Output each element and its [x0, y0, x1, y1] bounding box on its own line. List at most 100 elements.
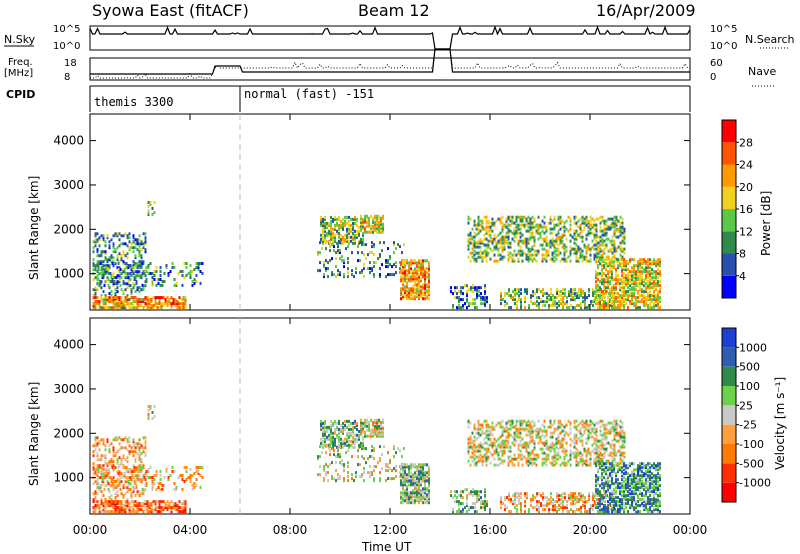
- velocity-cell-494: [168, 504, 171, 508]
- power-cell-2909: [657, 304, 659, 308]
- power-cell-1583: [503, 241, 506, 245]
- power-cell-2475: [599, 262, 601, 266]
- power-cell-954: [323, 263, 325, 267]
- velocity-cell-1706: [527, 451, 530, 455]
- velocity-cell-457: [148, 504, 151, 508]
- power-cell-2285: [548, 298, 550, 302]
- velocity-cell-1135: [404, 475, 406, 479]
- power-cell-2473: [599, 280, 601, 284]
- power-cell-1637: [513, 227, 516, 231]
- power-cell-924: [378, 222, 380, 226]
- power-cell-372: [104, 296, 107, 300]
- power-cell-2376: [584, 298, 586, 302]
- power-cell-1376: [476, 290, 478, 294]
- velocity-cell-458: [148, 502, 151, 506]
- velocity-cell-1170: [408, 467, 410, 471]
- power-cell-1685: [523, 237, 526, 241]
- power-cell-1540: [493, 221, 496, 225]
- power-cell-1651: [517, 249, 520, 253]
- velocity-cell-1164: [408, 481, 410, 485]
- power-cell-103: [106, 264, 109, 268]
- power-cell-785: [342, 227, 344, 231]
- power-cell-375: [106, 298, 109, 302]
- power-cell-1010: [355, 267, 357, 271]
- power-cell-377: [108, 306, 111, 310]
- velocity-cell-1863: [557, 421, 560, 425]
- power-cell-2552: [609, 258, 611, 262]
- power-cell-2028: [593, 223, 596, 227]
- velocity-cell-1870: [559, 439, 562, 443]
- velocity-cell-126: [110, 464, 113, 468]
- power-cell-1589: [505, 241, 508, 245]
- power-cell-2253: [532, 294, 534, 298]
- power-cell-2870: [651, 272, 653, 276]
- velocity-cell-1554: [497, 437, 500, 441]
- power-cell-2936: [659, 272, 661, 276]
- power-cell-991: [341, 259, 343, 263]
- power-cell-1128: [404, 289, 406, 293]
- power-cell-369: [102, 298, 105, 302]
- velocity-cell-1229: [418, 501, 420, 505]
- power-cell-2762: [637, 268, 639, 272]
- power-colorbar-swatch-2: [722, 231, 736, 254]
- velocity-cell-303: [138, 464, 141, 468]
- velocity-cell-432: [136, 510, 139, 514]
- power-cell-1252: [420, 285, 422, 289]
- velocity-cell-1368: [474, 506, 476, 510]
- power-cell-1038: [371, 245, 373, 249]
- velocity-cell-967: [329, 445, 331, 449]
- power-cell-2364: [580, 294, 582, 298]
- velocity-cell-883: [366, 428, 368, 432]
- velocity-cell-102: [106, 474, 109, 478]
- velocity-cell-524: [184, 506, 187, 510]
- power-cell-2683: [627, 278, 629, 282]
- velocity-cell-1948: [577, 449, 580, 453]
- power-cell-1490: [485, 259, 488, 263]
- power-cell-351: [94, 306, 97, 310]
- velocity-cell-847: [358, 435, 360, 439]
- power-cell-2212: [512, 298, 514, 302]
- power-cell-849: [358, 225, 360, 229]
- power-cell-2043: [595, 217, 598, 221]
- power-cell-2068: [601, 243, 604, 247]
- velocity-cell-885: [366, 420, 368, 424]
- power-cell-370: [104, 302, 107, 306]
- power-cell-1607: [507, 227, 510, 231]
- power-cell-516: [180, 298, 183, 302]
- power-cell-1835: [553, 249, 556, 253]
- velocity-cell-1631: [513, 453, 516, 457]
- power-cell-696: [322, 237, 324, 241]
- power-cell-2197: [500, 292, 502, 296]
- velocity-cell-1279: [424, 497, 426, 501]
- velocity-cell-1590: [505, 443, 508, 447]
- velocity-cell-901: [372, 424, 374, 428]
- velocity-cell-159: [116, 490, 119, 494]
- velocity-cell-1395: [484, 496, 486, 500]
- power-cell-1311: [428, 277, 430, 281]
- power-cell-809: [348, 229, 350, 233]
- power-cell-1042: [373, 265, 375, 269]
- velocity-cell-261: [132, 476, 135, 480]
- power-cell-1645: [515, 219, 518, 223]
- velocity-cell-1332: [458, 508, 460, 512]
- power-cell-360: [98, 304, 101, 308]
- velocity-cell-875: [364, 434, 366, 438]
- power-cell-2935: [659, 274, 661, 278]
- power-cell-1237: [418, 281, 420, 285]
- velocity-cell-937: [382, 432, 384, 436]
- velocity-cell-1070: [389, 459, 391, 463]
- power-cell-2048: [597, 249, 600, 253]
- power-cell-950: [321, 247, 323, 251]
- velocity-cell-166: [116, 458, 119, 462]
- power-cell-877: [364, 226, 366, 230]
- power-cell-627: [163, 272, 166, 275]
- velocity-cell-1643: [515, 429, 518, 433]
- power-cell-757: [334, 217, 336, 221]
- velocity-cell-32: [96, 480, 99, 484]
- power-cell-2557: [611, 296, 613, 300]
- velocity-cell-1477: [481, 443, 484, 447]
- velocity-cell-525: [184, 504, 187, 508]
- power-cell-1439: [473, 221, 476, 225]
- velocity-cell-1849: [555, 443, 558, 447]
- velocity-cell-1699: [525, 423, 528, 427]
